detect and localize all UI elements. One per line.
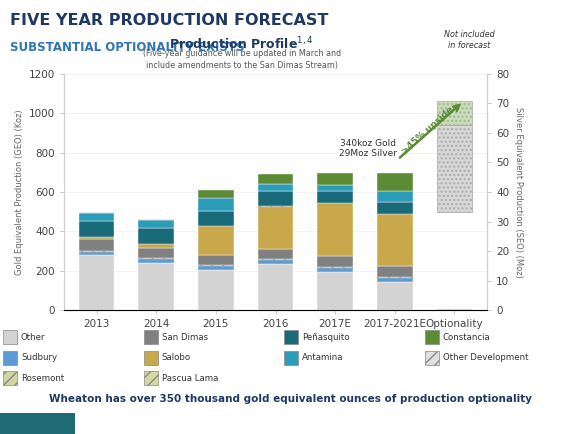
Bar (79, 255, 114, 310)
Bar (139, 259, 174, 260)
Bar (79, 239, 114, 250)
Text: Rosemont: Rosemont (21, 374, 64, 383)
Text: SUBSTANTIAL OPTIONALITY EXISTS: SUBSTANTIAL OPTIONALITY EXISTS (10, 41, 245, 54)
Bar (139, 260, 174, 263)
Y-axis label: Silver Equivalent Production (SEO) (Moz): Silver Equivalent Production (SEO) (Moz) (514, 107, 523, 277)
Text: FIVE YEAR PRODUCTION FORECAST: FIVE YEAR PRODUCTION FORECAST (10, 13, 329, 28)
Bar (3, 351, 17, 365)
Bar (79, 252, 114, 255)
Text: >45% upside: >45% upside (400, 105, 455, 156)
Bar (139, 248, 174, 259)
Bar (437, 125, 472, 212)
Bar (258, 184, 293, 191)
Bar (284, 330, 298, 344)
Bar (377, 282, 412, 310)
Bar (258, 174, 293, 184)
Bar (377, 191, 412, 202)
Text: Sudbury: Sudbury (21, 353, 57, 362)
Text: Pascua Lama: Pascua Lama (162, 374, 218, 383)
Bar (258, 207, 293, 249)
Bar (3, 371, 17, 385)
Text: 7: 7 (554, 419, 560, 428)
Bar (198, 270, 234, 310)
Bar (317, 268, 353, 272)
Bar (258, 206, 293, 207)
Bar (425, 351, 439, 365)
Text: Salobo: Salobo (162, 353, 191, 362)
Bar (258, 264, 293, 310)
Bar (317, 173, 353, 184)
Bar (144, 371, 158, 385)
Bar (377, 266, 412, 277)
Bar (258, 260, 293, 264)
Bar (198, 198, 234, 211)
Y-axis label: Gold Equivalent Production (GEO) (Koz): Gold Equivalent Production (GEO) (Koz) (15, 109, 24, 275)
Bar (377, 277, 412, 278)
Bar (258, 249, 293, 260)
Bar (198, 265, 234, 266)
Text: Not included
in forecast: Not included in forecast (444, 30, 495, 50)
Text: Other Development: Other Development (443, 353, 528, 362)
Bar (198, 211, 234, 226)
Bar (258, 191, 293, 206)
Bar (79, 237, 114, 239)
Bar (79, 250, 114, 252)
Text: Constancia: Constancia (443, 333, 491, 342)
Text: Production Profile$^{1,4}$: Production Profile$^{1,4}$ (169, 36, 314, 53)
Bar (198, 226, 234, 254)
Bar (317, 184, 353, 191)
Text: San Dimas: San Dimas (162, 333, 208, 342)
Bar (79, 213, 114, 221)
Bar (377, 173, 412, 191)
Bar (377, 278, 412, 282)
Bar (377, 214, 412, 266)
Text: Other: Other (21, 333, 45, 342)
Text: Peñasquito: Peñasquito (302, 333, 350, 342)
Text: Who is Wheaton Precious Metals?: Who is Wheaton Precious Metals? (360, 419, 512, 428)
Text: 340koz Gold
29Moz Silver: 340koz Gold 29Moz Silver (339, 139, 397, 158)
Bar (284, 351, 298, 365)
Bar (139, 220, 174, 228)
Bar (139, 243, 174, 248)
Text: Antamina: Antamina (302, 353, 344, 362)
Bar (377, 202, 412, 214)
Text: Wheaton has over 350 thousand gold equivalent ounces of production optionality: Wheaton has over 350 thousand gold equiv… (49, 394, 531, 404)
Bar (317, 272, 353, 310)
Bar (79, 221, 114, 237)
Bar (198, 191, 234, 198)
Bar (139, 263, 174, 310)
Bar (317, 191, 353, 203)
Bar (425, 330, 439, 344)
Text: (Five-year guidance will be updated in March and
include amendments to the San D: (Five-year guidance will be updated in M… (143, 49, 340, 70)
Bar (317, 256, 353, 267)
Bar (198, 254, 234, 265)
Bar (139, 228, 174, 243)
Bar (144, 330, 158, 344)
Bar (144, 351, 158, 365)
Bar (3, 330, 17, 344)
Bar (317, 267, 353, 268)
Bar (437, 102, 472, 125)
Bar (317, 203, 353, 256)
Bar (0, 413, 75, 434)
Bar (198, 266, 234, 270)
